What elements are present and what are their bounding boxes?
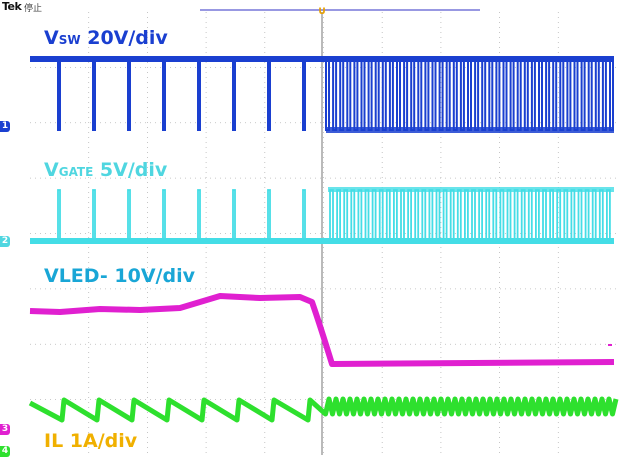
vled-waveform: [29, 293, 615, 367]
ch3-label: VLED- 10V/div: [44, 265, 195, 287]
brand-logo: Tek: [2, 0, 22, 13]
run-status: 停止: [24, 4, 43, 14]
graticule: [30, 12, 617, 455]
vgate-low-band: [30, 238, 614, 244]
ch4-label: IL 1A/div: [44, 430, 138, 452]
il-waveform: [28, 396, 619, 423]
ch2-ground-marker[interactable]: 2: [0, 236, 10, 247]
ch1-label: VSW 20V/div: [44, 27, 168, 49]
vgate-high-band: [328, 187, 614, 192]
traces: [28, 56, 619, 423]
ch4-ground-marker[interactable]: 4: [0, 446, 10, 457]
trigger-position-marker[interactable]: U: [317, 7, 327, 29]
ch1-ground-marker[interactable]: 1: [0, 121, 10, 132]
vsw-high-band: [30, 56, 614, 62]
vsw-low-band: [326, 127, 614, 133]
ch3-ground-marker[interactable]: 3: [0, 424, 10, 435]
ch2-label: VGATE 5V/div: [44, 159, 168, 181]
trigger-marker-label: U: [318, 7, 326, 17]
